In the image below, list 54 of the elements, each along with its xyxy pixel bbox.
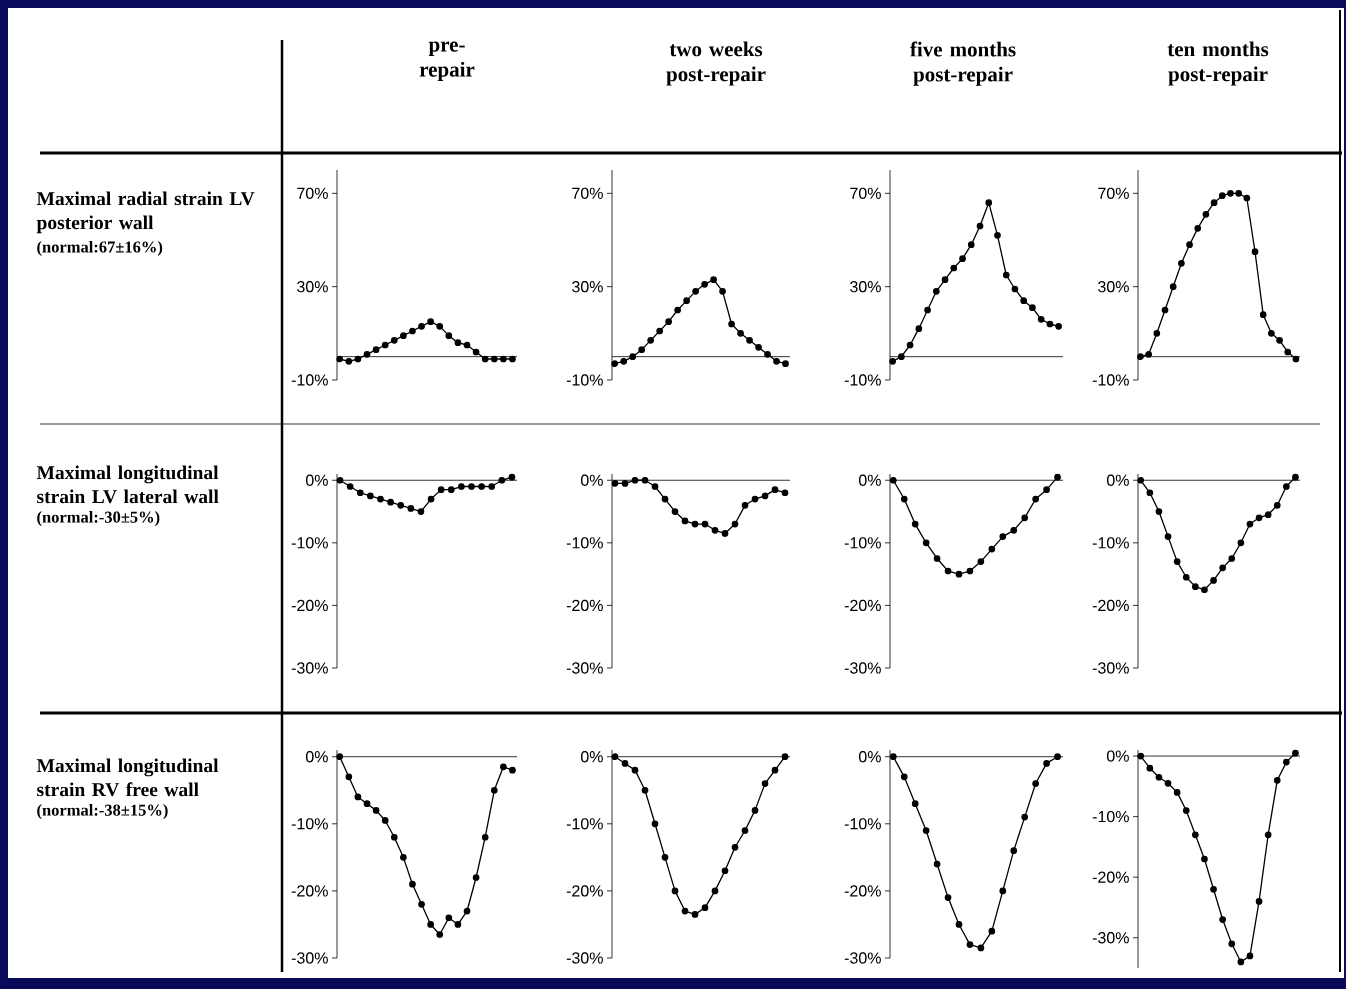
y-tick-label: -20%	[1092, 871, 1129, 883]
y-tick-label: -10%	[844, 537, 881, 549]
y-tick-label: -20%	[844, 599, 881, 612]
y-axis-title: Maximal longitudinal strain LV lateral wall	[36, 465, 219, 504]
y-tick-label: -30%	[566, 952, 603, 964]
y-tick-label: -10%	[844, 374, 881, 386]
y-tick-label: -10%	[566, 537, 603, 549]
y-tick-label: -20%	[1092, 599, 1129, 612]
y-tick-label: -20%	[566, 599, 603, 612]
y-tick-label: -10%	[566, 374, 603, 386]
text: (normal:-30±5%)	[37, 511, 160, 527]
y-tick-label: -30%	[844, 662, 881, 674]
y-tick-label: -30%	[844, 952, 881, 964]
y-axis-title: Maximal longitudinal strain RV free wall	[36, 758, 219, 797]
y-tick-label: 70%	[572, 187, 603, 199]
y-tick-label: 30%	[1098, 281, 1129, 293]
y-tick-label: 70%	[1098, 187, 1129, 199]
y-tick-label: -20%	[291, 885, 328, 897]
y-axis-title: Maximal radial strain LV posterior wall	[36, 191, 255, 234]
chart-title: five months post-repair	[910, 41, 1016, 86]
chart-title: ten months post-repair	[1167, 41, 1269, 86]
chart-title: pre-repair	[419, 41, 475, 81]
y-tick-label: -10%	[291, 374, 328, 386]
y-tick-label: 0%	[1106, 750, 1129, 762]
y-tick-label: 70%	[850, 187, 881, 199]
text: (normal:-38±15%)	[37, 804, 168, 820]
y-tick-label: 30%	[850, 281, 881, 293]
y-tick-label: 0%	[305, 474, 328, 486]
y-tick-label: -30%	[291, 952, 328, 964]
y-tick-label: -20%	[291, 599, 328, 612]
y-tick-label: -30%	[291, 662, 328, 674]
y-tick-label: -10%	[291, 818, 328, 830]
y-tick-label: 30%	[297, 281, 328, 293]
text: (normal:67±16%)	[37, 240, 163, 256]
y-tick-label: 70%	[297, 187, 328, 199]
y-tick-label: -10%	[1092, 374, 1129, 386]
y-tick-label: 0%	[580, 751, 603, 763]
y-tick-label: -20%	[566, 885, 603, 897]
y-tick-label: -20%	[844, 885, 881, 897]
y-tick-label: -30%	[1092, 932, 1129, 944]
y-tick-label: -30%	[566, 662, 603, 674]
y-tick-label: 0%	[1106, 474, 1129, 486]
y-tick-label: -10%	[1092, 810, 1129, 823]
y-tick-label: -10%	[844, 818, 881, 830]
y-tick-label: 0%	[305, 751, 328, 763]
y-tick-label: -10%	[1092, 537, 1129, 549]
y-tick-label: -30%	[1092, 662, 1129, 674]
y-tick-label: -10%	[291, 537, 328, 549]
chart-title: two weeks post-repair	[666, 41, 766, 86]
y-tick-label: 30%	[572, 281, 603, 293]
y-tick-label: 0%	[580, 474, 603, 486]
y-tick-label: 0%	[858, 751, 881, 763]
y-tick-label: -10%	[566, 818, 603, 830]
y-tick-label: 0%	[858, 474, 881, 486]
